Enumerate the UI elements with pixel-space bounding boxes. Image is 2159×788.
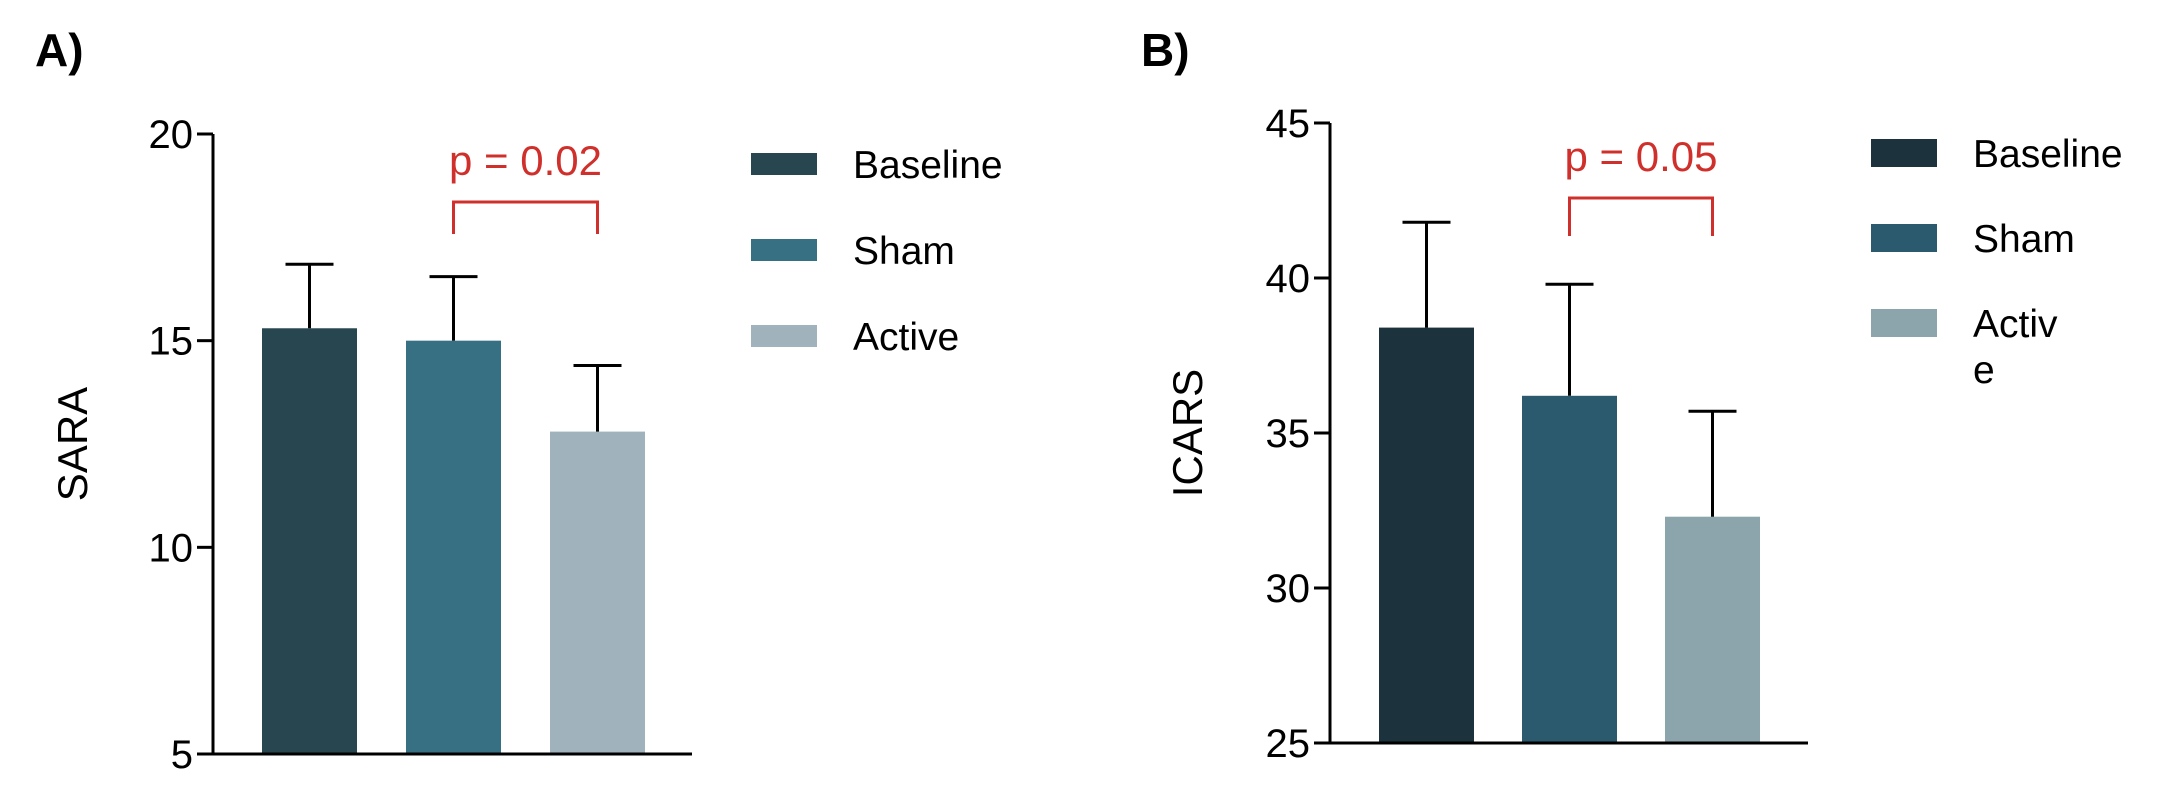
bar-sham [1522, 395, 1617, 743]
y-tick-label: 25 [1266, 722, 1311, 766]
panel-label: A) [35, 24, 84, 76]
significance-bracket [452, 200, 599, 234]
legend-swatch-active [751, 325, 817, 347]
significance-label: p = 0.02 [449, 137, 602, 184]
y-tick-label: 15 [149, 320, 194, 364]
legend-label-baseline: Baseline [853, 144, 1003, 187]
chart-panel-b: B) 25 30 35 40 45 ICARS p = 0.05 Baseline Sham Act… [1141, 24, 2123, 766]
y-tick-label: 10 [149, 526, 194, 570]
legend-swatch-baseline [751, 153, 817, 175]
bar-active [550, 431, 645, 754]
bar-sham [406, 340, 501, 754]
y-tick-label: 20 [149, 113, 194, 157]
legend-swatch-baseline [1871, 139, 1937, 167]
legend-label-active: Active [853, 316, 959, 359]
y-tick-label: 45 [1266, 102, 1311, 146]
legend-label-baseline: Baseline [1973, 133, 2123, 176]
significance-label: p = 0.05 [1565, 133, 1718, 180]
y-axis-label: ICARS [1164, 369, 1211, 497]
legend-swatch-sham [1871, 224, 1937, 252]
panel-label: B) [1141, 24, 1190, 76]
y-tick-label: 30 [1266, 567, 1311, 611]
y-tick-label: 5 [171, 733, 193, 777]
legend-swatch-active [1871, 309, 1937, 337]
bar-active [1665, 516, 1760, 743]
y-tick-label: 40 [1266, 257, 1311, 301]
legend-swatch-sham [751, 239, 817, 261]
legend-label-sham: Sham [853, 230, 955, 273]
y-axis-label: SARA [49, 387, 96, 501]
bar-baseline [1379, 327, 1474, 743]
y-tick-label: 35 [1266, 412, 1311, 456]
legend-label-sham: Sham [1973, 218, 2075, 261]
bar-baseline [262, 328, 357, 754]
chart-panel-a: A) 5 10 15 20 SARA p = 0.02 Baseline Sham Active [35, 24, 1003, 777]
significance-bracket [1568, 196, 1714, 236]
